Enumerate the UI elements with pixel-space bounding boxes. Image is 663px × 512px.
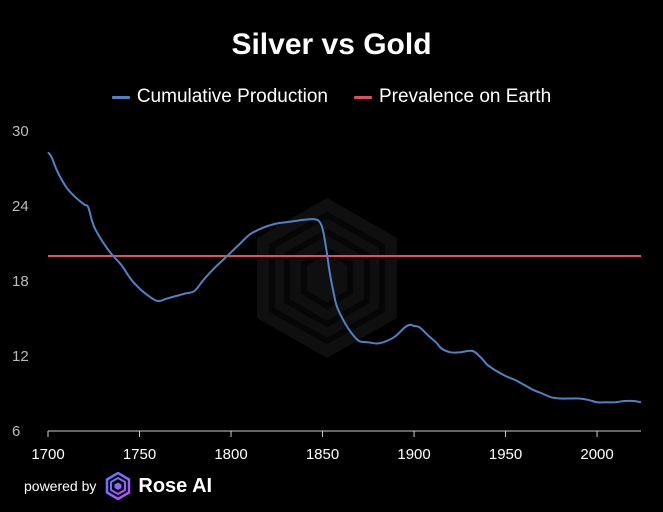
x-axis-ticks: 1700 1750 1800 1850 1900 1950 2000	[31, 431, 614, 463]
y-tick-label: 18	[12, 273, 29, 290]
legend-swatch-cumulative-production	[111, 95, 130, 99]
rose-ai-logo-icon	[106, 472, 131, 500]
x-tick-label: 1700	[31, 446, 64, 463]
chart-title: Silver vs Gold	[231, 28, 432, 61]
series-layer	[47, 151, 642, 404]
chart-legend: Cumulative Production Prevalence on Eart…	[0, 86, 663, 108]
brand: Rose AI	[104, 472, 212, 500]
x-tick-label: 1900	[397, 446, 430, 463]
x-tick-label: 2000	[580, 446, 613, 463]
legend-item-prevalence-on-earth: Prevalence on Earth	[353, 86, 552, 108]
footer: powered by Rose AI	[24, 472, 212, 500]
y-tick-label: 24	[12, 198, 29, 215]
legend-label-cumulative-production: Cumulative Production	[136, 86, 328, 107]
chart-plot: 6 12 18 24 30 1700 1750 1800 1850 1900 1950 2000	[12, 123, 642, 463]
y-tick-label: 30	[12, 123, 29, 140]
y-tick-label: 12	[12, 348, 29, 365]
y-axis-ticks: 6 12 18 24 30	[12, 123, 29, 440]
brand-name: Rose AI	[138, 474, 213, 497]
series-line-cumulative-production	[47, 151, 642, 404]
legend-item-cumulative-production: Cumulative Production	[111, 86, 328, 108]
x-tick-label: 1750	[123, 446, 156, 463]
x-tick-label: 1850	[306, 446, 339, 463]
x-tick-label: 1800	[214, 446, 247, 463]
powered-by-text: powered by	[24, 478, 97, 494]
legend-label-prevalence-on-earth: Prevalence on Earth	[378, 86, 552, 107]
x-tick-label: 1950	[489, 446, 522, 463]
legend-swatch-prevalence-on-earth	[353, 95, 372, 99]
watermark-logo-icon	[257, 198, 397, 358]
y-tick-label: 6	[12, 423, 20, 440]
